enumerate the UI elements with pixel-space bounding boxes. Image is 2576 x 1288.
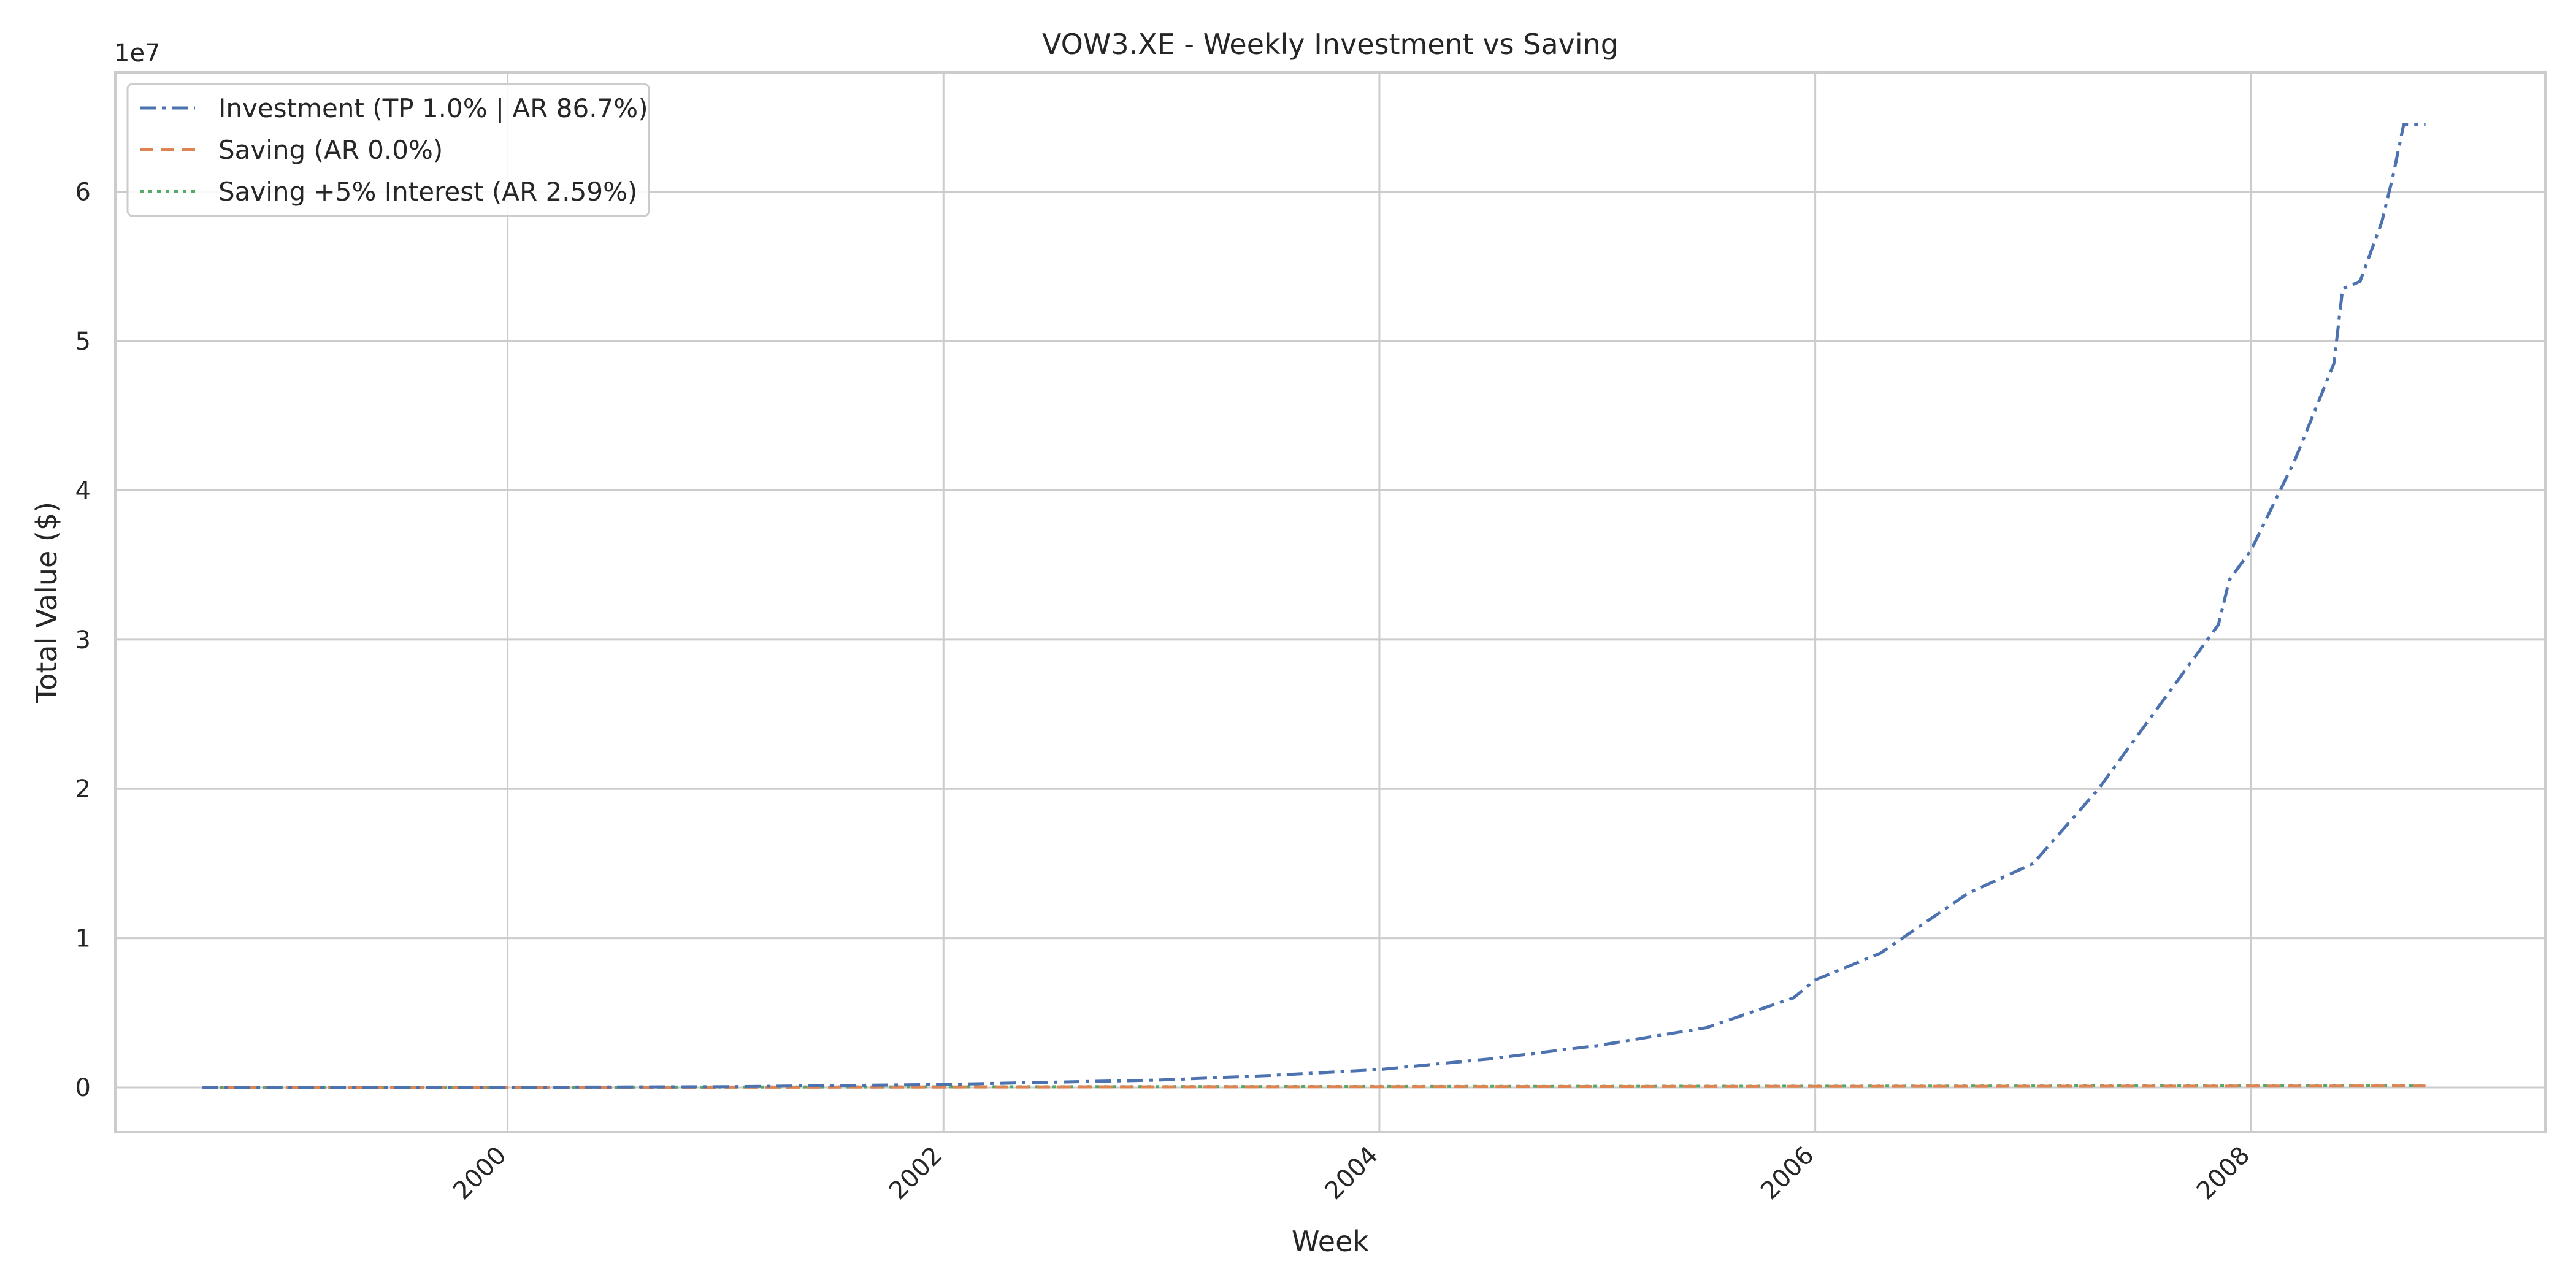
y-axis-label: Total Value ($) (30, 502, 63, 703)
legend-entry: Investment (TP 1.0% | AR 86.7%) (218, 93, 648, 123)
y-tick-label: 1 (75, 925, 91, 953)
y-scale-exponent: 1e7 (114, 39, 161, 67)
x-axis-label: Week (1292, 1225, 1369, 1258)
series-line (202, 1084, 2426, 1089)
y-tick-label: 6 (75, 178, 91, 207)
series-line (202, 1084, 2426, 1089)
y-tick-label: 5 (75, 328, 91, 356)
series-line (202, 123, 2426, 1089)
series-layer (202, 123, 2426, 1089)
y-tick-label: 3 (75, 626, 91, 654)
legend-entry: Saving (AR 0.0%) (218, 135, 443, 165)
y-tick-label: 2 (75, 775, 91, 803)
legend-frame (126, 83, 650, 217)
chart-title: VOW3.XE - Weekly Investment vs Saving (1042, 28, 1619, 61)
legend-entry: Saving +5% Interest (AR 2.59%) (218, 177, 637, 207)
y-tick-label: 4 (75, 477, 91, 505)
gridlines (115, 72, 2545, 1132)
legend: Investment (TP 1.0% | AR 86.7%) Saving (A… (126, 83, 650, 217)
plot-frame (114, 71, 2547, 1133)
y-tick-label: 0 (75, 1074, 91, 1102)
